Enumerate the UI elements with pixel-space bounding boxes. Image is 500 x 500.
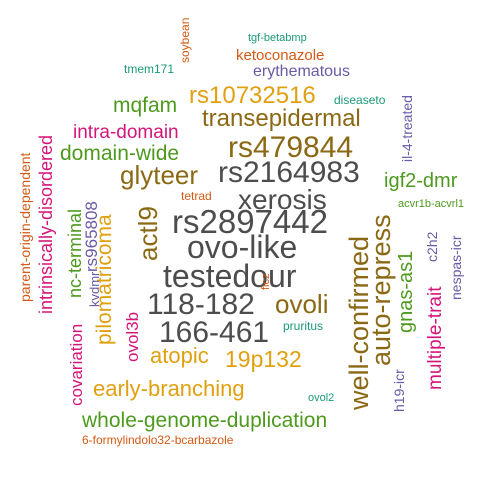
word-19p132: 19p132 bbox=[225, 346, 302, 372]
word-actl9: actl9 bbox=[133, 206, 163, 261]
word-acvr1b-acvrl1: acvr1b-acvrl1 bbox=[398, 198, 465, 210]
word-rs2164983: rs2164983 bbox=[218, 156, 360, 189]
word-tmem171: tmem171 bbox=[124, 62, 175, 76]
word-rs10732516: rs10732516 bbox=[189, 82, 316, 109]
word-rs479844: rs479844 bbox=[228, 131, 354, 164]
word-ketoconazole: ketoconazole bbox=[236, 47, 325, 64]
word-118-182: 118-182 bbox=[147, 288, 255, 321]
word-atopic: atopic bbox=[150, 343, 209, 368]
word-erythematous: erythematous bbox=[253, 63, 350, 80]
word-h19-icr: h19-icr bbox=[391, 369, 407, 412]
word-testedour: testedour bbox=[163, 258, 297, 294]
word-early-branching: early-branching bbox=[93, 376, 245, 401]
word-166-461: 166-461 bbox=[159, 316, 270, 349]
word-ovoli: ovoli bbox=[275, 289, 329, 319]
word-6-formylindolo32-bcarbazole: 6-formylindolo32-bcarbazole bbox=[82, 433, 234, 447]
word-c2h2: c2h2 bbox=[424, 231, 440, 262]
word-parent-origin-dependent: parent-origin-dependent bbox=[17, 152, 33, 302]
word-pruritus: pruritus bbox=[283, 319, 324, 333]
word-xerosis: xerosis bbox=[238, 184, 327, 215]
word-domain-wide: domain-wide bbox=[60, 142, 180, 165]
word-intra-domain: intra-domain bbox=[73, 122, 179, 143]
word-whole-genome-duplication: whole-genome-duplication bbox=[82, 409, 328, 432]
word-ficz: ficz bbox=[260, 273, 272, 291]
word-ovo-like: ovo-like bbox=[187, 229, 298, 265]
word-covariation: covariation bbox=[67, 323, 86, 406]
word-gnas-as1: gnas-as1 bbox=[395, 250, 417, 333]
word-glyteer: glyteer bbox=[120, 160, 199, 190]
word-kvdmr: kvdmr bbox=[87, 271, 102, 307]
word-il-4-treated: il-4-treated bbox=[399, 95, 415, 162]
word-multiple-trait: multiple-trait bbox=[425, 286, 446, 390]
word-nespas-icr: nespas-icr bbox=[448, 235, 464, 300]
word-ovol3b: ovol3b bbox=[123, 311, 142, 362]
word-auto-repress: auto-repress bbox=[366, 214, 396, 366]
word-diseaseto: diseaseto bbox=[334, 93, 386, 107]
word-igf2-dmr: igf2-dmr bbox=[384, 170, 458, 192]
word-soybean: soybean bbox=[178, 17, 192, 63]
word-ovol2: ovol2 bbox=[308, 392, 335, 404]
word-mqfam: mqfam bbox=[113, 94, 178, 117]
word-transepidermal: transepidermal bbox=[202, 105, 361, 132]
word-rs965808: rs965808 bbox=[82, 201, 101, 272]
word-tgf-betabmp: tgf-betabmp bbox=[248, 32, 307, 44]
word-intrinsically-disordered: intrinsically-disordered bbox=[36, 134, 56, 314]
word-tetrad: tetrad bbox=[181, 189, 212, 203]
word-rs2897442: rs2897442 bbox=[172, 203, 328, 240]
